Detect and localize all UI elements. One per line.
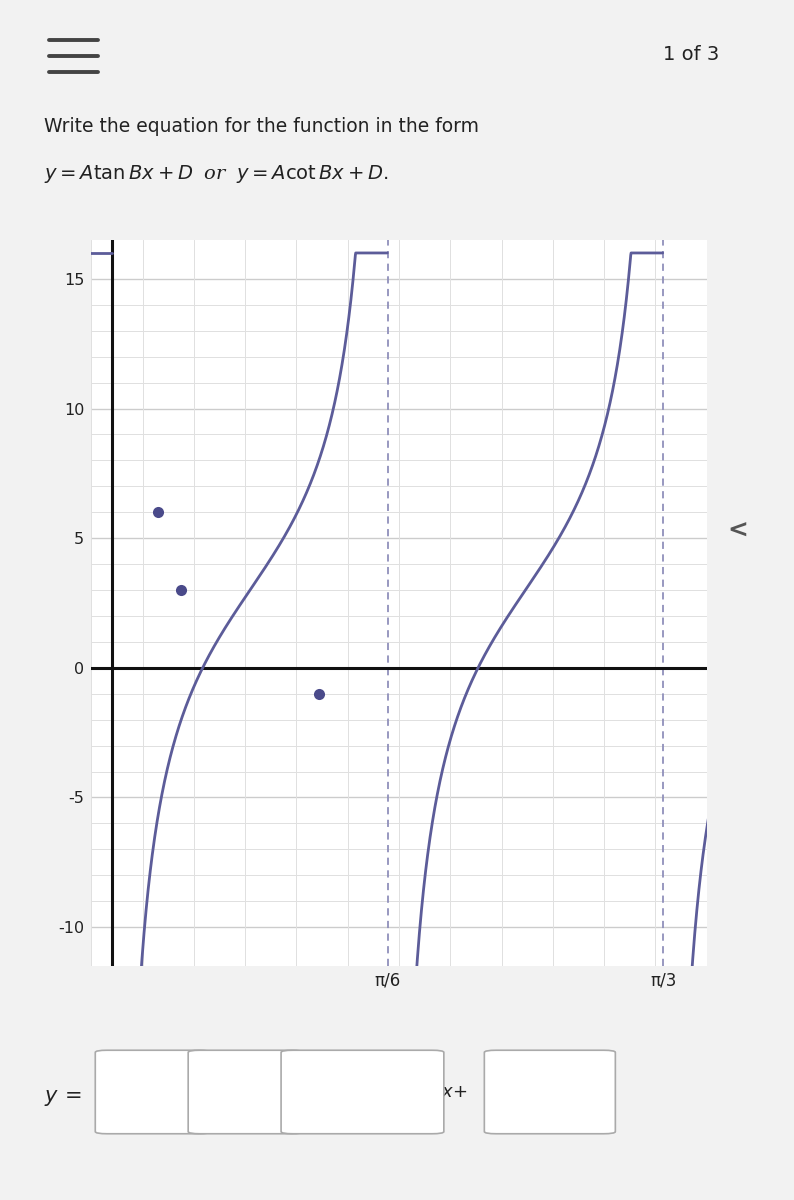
Text: 1 of 3: 1 of 3 bbox=[663, 44, 719, 64]
Text: $x\!+$: $x\!+$ bbox=[441, 1082, 468, 1102]
Text: $y = A\tan Bx + D$$\;$ or $\;$$y = A\cot Bx + D.$: $y = A\tan Bx + D$$\;$ or $\;$$y = A\cot… bbox=[44, 163, 388, 185]
FancyBboxPatch shape bbox=[95, 1050, 210, 1134]
Text: Write the equation for the function in the form: Write the equation for the function in t… bbox=[44, 116, 479, 136]
FancyBboxPatch shape bbox=[188, 1050, 303, 1134]
Text: <: < bbox=[728, 518, 749, 542]
FancyBboxPatch shape bbox=[484, 1050, 615, 1134]
FancyBboxPatch shape bbox=[281, 1050, 444, 1134]
Text: $y\,=$: $y\,=$ bbox=[44, 1088, 81, 1108]
